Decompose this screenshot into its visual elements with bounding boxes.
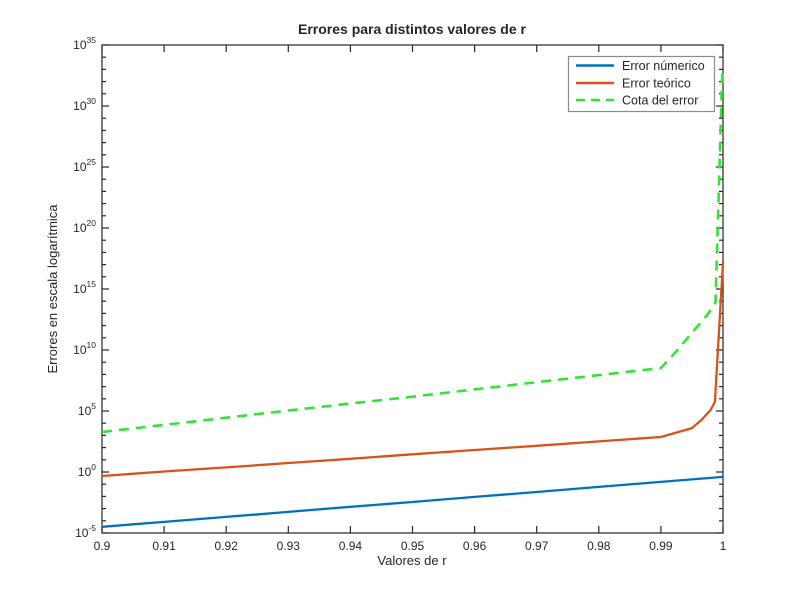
- y-tick-label: 1025: [73, 157, 96, 174]
- axis-ticks: 0.9 0.91 0.92 0.93 0.94 0.95 0.96 0.97 0.98 0.99 1…: [73, 35, 726, 553]
- series-line-error-teorico: [101, 262, 725, 478]
- data-series: [101, 67, 725, 528]
- y-tick-label: 100: [78, 462, 96, 479]
- y-tick-label: 1015: [73, 279, 96, 296]
- x-tick-label: 0.96: [463, 539, 487, 553]
- x-tick-label: 0.91: [152, 539, 176, 553]
- y-tick-label: 1035: [73, 35, 96, 52]
- series-line-error-numerico: [101, 475, 724, 528]
- legend-entry-error-numerico: Error númerico: [576, 59, 705, 73]
- y-axis-label: Errores en escala logarítmica: [45, 204, 60, 374]
- x-tick-label: 0.94: [339, 539, 363, 553]
- y-tick-label: 1020: [73, 218, 96, 235]
- x-axis-label: Valores de r: [377, 553, 447, 568]
- y-tick-label: 105: [78, 401, 96, 418]
- y-tick-label: 10-5: [75, 523, 96, 540]
- x-tick-label: 0.97: [525, 539, 549, 553]
- x-tick-label: 0.92: [215, 539, 239, 553]
- legend-label-error-teorico: Error teórico: [622, 77, 691, 91]
- x-tick-label: 0.9: [94, 539, 111, 553]
- x-tick-label: 0.93: [277, 539, 301, 553]
- x-tick-label: 0.99: [649, 539, 673, 553]
- legend-entry-cota-del-error: Cota del error: [576, 94, 698, 108]
- legend-label-error-numerico: Error númerico: [622, 59, 705, 73]
- legend-entry-error-teorico: Error teórico: [576, 77, 691, 91]
- chart-title: Errores para distintos valores de r: [298, 21, 527, 37]
- plot-area-border: [101, 44, 724, 534]
- x-tick-label: 0.95: [401, 539, 425, 553]
- x-tick-label: 0.98: [587, 539, 611, 553]
- series-line-cota-del-error: [101, 67, 724, 434]
- legend-label-cota-del-error: Cota del error: [622, 94, 698, 108]
- y-tick-label: 1030: [73, 96, 96, 113]
- x-tick-label: 1: [720, 539, 727, 553]
- legend: Error númerico Error teórico Cota del er…: [567, 55, 716, 113]
- y-tick-label: 1010: [73, 340, 96, 357]
